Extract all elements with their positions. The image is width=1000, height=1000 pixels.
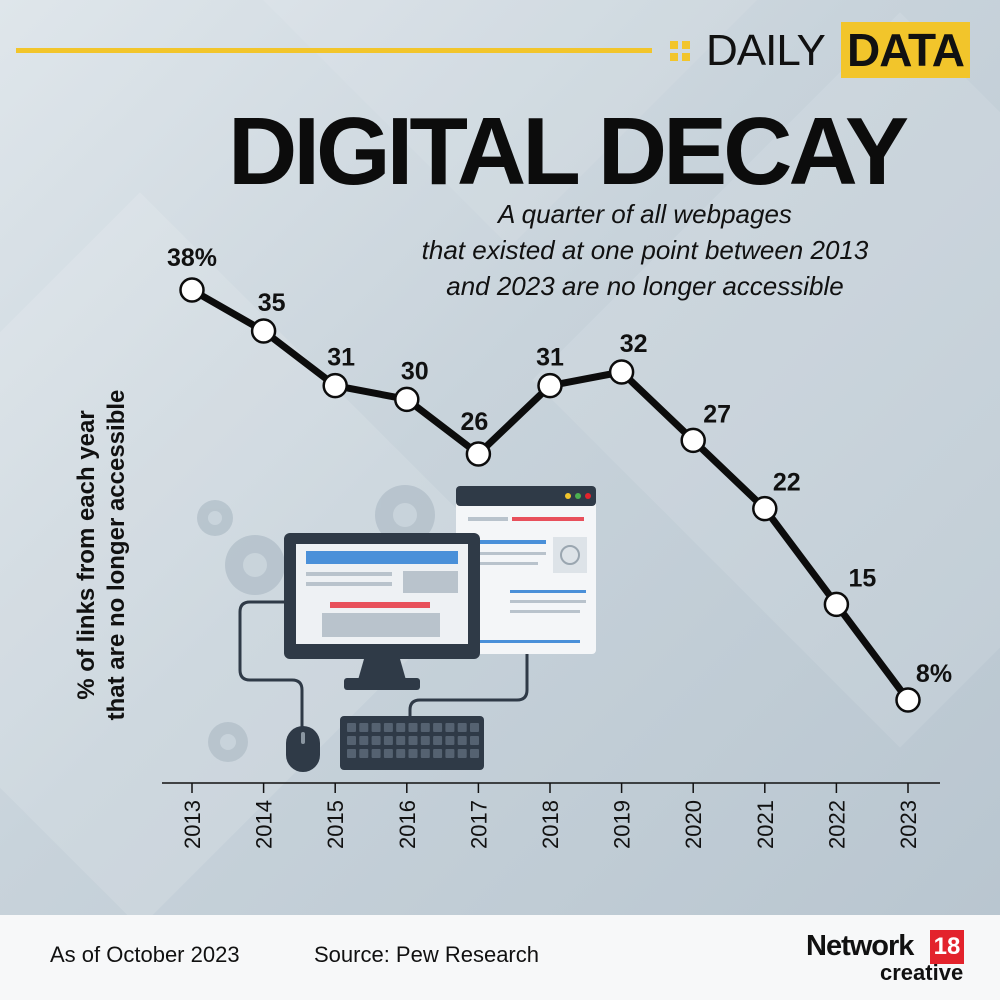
data-labels: 38% 35 31 30 26 31 32 27 22 15 8% <box>167 244 952 688</box>
source-note: Source: Pew Research <box>314 942 539 967</box>
data-point-2021 <box>752 495 778 522</box>
subtitle-line: that existed at one point between 2013 <box>421 235 869 265</box>
keyboard-icon <box>340 716 484 770</box>
data-label-2018: 31 <box>536 344 564 372</box>
x-tick-label-2022: 2022 <box>824 800 849 849</box>
brand-daily: DAILY <box>706 26 826 75</box>
illustration <box>197 485 596 772</box>
footer <box>0 915 1000 1000</box>
data-point-2022 <box>823 591 850 618</box>
cables <box>238 600 529 728</box>
monitor-icon <box>284 533 480 690</box>
subtitle-line: and 2023 are no longer accessible <box>446 271 844 301</box>
data-point-2017 <box>465 441 492 467</box>
line-chart: 2013 2014 2015 2016 2017 2018 2019 2020 2021 2022… <box>162 244 952 849</box>
data-label-2020: 27 <box>703 400 731 428</box>
x-tick-label-2020: 2020 <box>681 800 706 849</box>
logo-sub: creative <box>880 960 964 985</box>
data-point-2023 <box>895 687 921 713</box>
data-label-2015: 31 <box>327 344 355 372</box>
data-points <box>179 277 921 713</box>
subtitle-line: A quarter of all webpages <box>498 199 792 229</box>
data-label-2017: 26 <box>460 408 488 436</box>
data-label-2021: 22 <box>773 469 801 497</box>
page-title: DIGITAL DECAY <box>228 98 909 205</box>
data-point-2018 <box>537 372 563 399</box>
subtitle: A quarter of all webpages that existed a… <box>380 196 910 304</box>
gear-icon <box>197 485 435 762</box>
logo-word: Network <box>806 930 914 962</box>
data-label-2019: 32 <box>620 330 648 358</box>
x-tick-label-2017: 2017 <box>466 800 491 849</box>
x-tick-label-2016: 2016 <box>395 800 420 849</box>
x-tick-label-2023: 2023 <box>896 800 921 849</box>
x-tick-label-2019: 2019 <box>610 800 635 849</box>
data-point-2016 <box>394 386 420 413</box>
x-tick-label-2015: 2015 <box>323 800 348 849</box>
as-of-note: As of October 2023 <box>50 942 240 967</box>
x-tick-label-2013: 2013 <box>180 800 205 849</box>
browser-window-icon <box>456 486 596 654</box>
background <box>0 0 1000 915</box>
data-label-2022: 15 <box>848 564 876 592</box>
logo-number: 18 <box>930 930 964 964</box>
data-point-2015 <box>322 372 348 399</box>
data-label-2014: 35 <box>258 289 286 317</box>
header-accent-line <box>16 48 652 53</box>
x-tick-label-2014: 2014 <box>252 800 277 849</box>
data-label-2023: 8% <box>916 660 952 688</box>
data-point-2014 <box>250 318 277 344</box>
x-tick-label-2021: 2021 <box>753 800 778 849</box>
data-label-2016: 30 <box>401 357 429 385</box>
data-point-2013 <box>179 277 205 303</box>
data-point-2019 <box>608 359 635 385</box>
data-label-2013: 38% <box>167 244 217 272</box>
data-point-2020 <box>680 427 706 454</box>
brand-dots-icon <box>670 41 692 63</box>
x-axis-ticks: 2013 2014 2015 2016 2017 2018 2019 2020 2021 2022… <box>180 783 921 849</box>
brand-data: DATA <box>841 22 970 78</box>
mouse-icon <box>286 726 320 772</box>
x-tick-label-2018: 2018 <box>538 800 563 849</box>
